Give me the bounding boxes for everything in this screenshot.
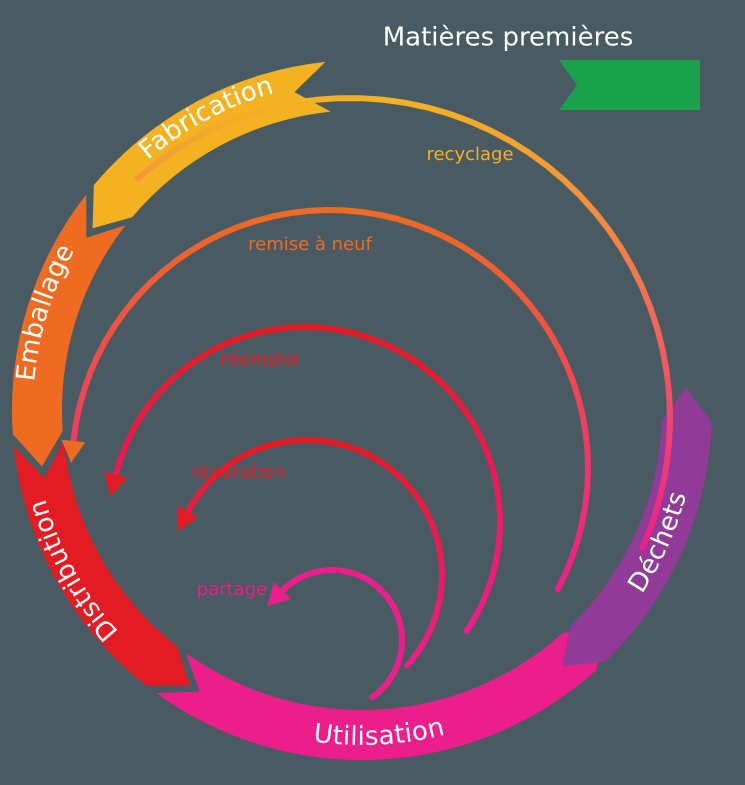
loop-label-partage: partage <box>197 579 267 600</box>
segment-distribution: Distribution <box>14 441 190 685</box>
loop-label-recyclage: recyclage <box>426 144 513 165</box>
segment-label-matieres: Matières premières <box>383 23 634 53</box>
loop-remise: remise à neuf <box>61 210 588 589</box>
segment-fabrication: Fabrication <box>93 62 331 228</box>
loop-label-reparation: réparation <box>191 462 284 483</box>
loop-label-reemploi: réemploi <box>220 349 299 370</box>
loop-label-remise: remise à neuf <box>248 234 372 255</box>
segment-matieres: Matières premières <box>383 23 700 111</box>
